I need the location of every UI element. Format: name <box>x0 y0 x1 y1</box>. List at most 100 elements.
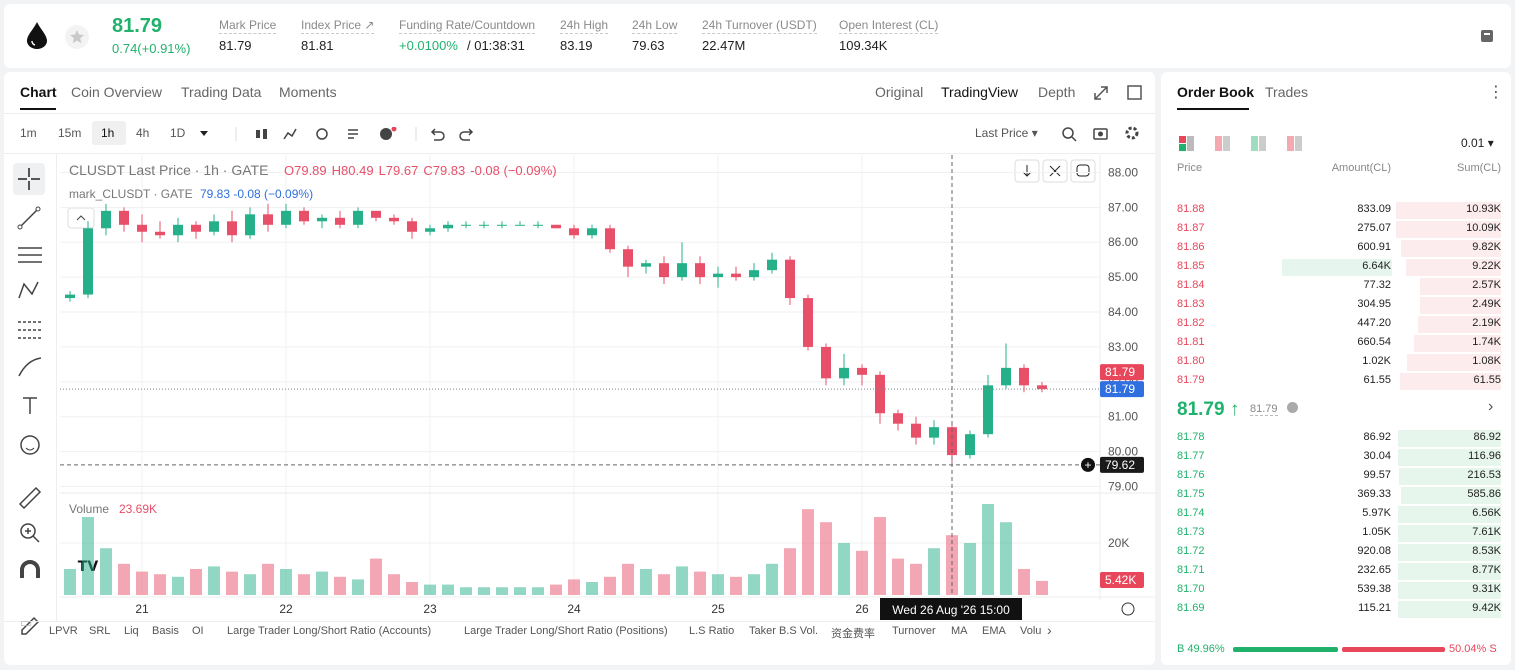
interval[interactable]: 4h <box>136 126 150 140</box>
view-tab[interactable]: TradingView <box>941 84 1019 100</box>
favorite-star[interactable] <box>64 24 90 50</box>
y-tick-label: 86.00 <box>1108 235 1138 249</box>
chart-toolbar[interactable] <box>196 127 476 141</box>
chart-actions[interactable] <box>1060 125 1144 143</box>
volume-bar <box>730 576 742 595</box>
indicator: SRL <box>89 625 111 637</box>
stat-label: Funding Rate/Countdown <box>399 18 536 34</box>
volume-bar <box>388 574 400 595</box>
info-icon[interactable] <box>1478 27 1498 45</box>
book-expand[interactable]: › <box>1488 398 1494 415</box>
candle-body <box>1019 367 1029 386</box>
volume-bar <box>1000 522 1012 595</box>
collapse-button[interactable] <box>67 207 95 229</box>
depth-bar <box>1420 297 1501 314</box>
book-price: 81.82 <box>1177 317 1205 329</box>
depth-bar <box>1399 468 1501 485</box>
ticker-header <box>4 4 1511 68</box>
price-change: 0.74(+0.91%) <box>112 41 191 56</box>
crosshair-date-box <box>880 598 1022 620</box>
volume-bar <box>298 574 310 595</box>
price-type-label: Last Price <box>975 126 1029 140</box>
price-tag-label: 79.62 <box>1105 458 1135 472</box>
book-amount: 920.08 <box>1357 545 1391 557</box>
volume-bar <box>478 587 490 595</box>
depth-bar <box>1418 316 1501 333</box>
ohlc-value: H80.49 <box>332 163 374 178</box>
candle-body <box>821 346 831 379</box>
price-type[interactable]: Last Price ▾ <box>975 126 1038 140</box>
volume-bar <box>352 579 364 595</box>
candle-body <box>443 224 453 229</box>
candle-body <box>695 263 705 278</box>
volume-bar <box>532 587 544 595</box>
book-amount: 275.07 <box>1357 222 1391 234</box>
book-amount: 660.54 <box>1357 336 1391 348</box>
book-amount: 5.97K <box>1362 507 1391 519</box>
book-layout-toggles[interactable] <box>1177 134 1307 152</box>
depth-bar <box>1398 544 1501 561</box>
view-tab[interactable]: Depth <box>1038 84 1076 100</box>
book-price: 81.88 <box>1177 203 1205 215</box>
candle-body <box>155 231 165 236</box>
volume-bar <box>964 543 976 595</box>
y-tick-label: 87.00 <box>1108 200 1138 214</box>
view-tab[interactable]: Original <box>875 84 924 100</box>
mark-icon <box>1287 402 1298 413</box>
coin-icon <box>27 22 47 49</box>
candle-body <box>173 224 183 236</box>
stat-value: 79.63 <box>632 38 665 53</box>
book-price: 81.87 <box>1177 222 1205 234</box>
stat-value: 109.34K <box>839 38 888 53</box>
stat-label: 24h Turnover (USDT) <box>702 18 817 34</box>
volume-bar <box>874 517 886 595</box>
volume-bar <box>1036 580 1048 595</box>
candle-body <box>497 224 507 226</box>
interval[interactable]: 1D <box>170 126 186 140</box>
depth-bar <box>1406 259 1501 276</box>
volume-bar <box>100 548 112 595</box>
candle-body <box>551 224 561 229</box>
book-tab[interactable]: Order Book <box>1177 84 1255 100</box>
precision-select[interactable]: 0.01 ▾ <box>1461 136 1494 150</box>
volume-bar <box>226 571 238 595</box>
book-price: 81.86 <box>1177 241 1205 253</box>
volume-bar <box>1018 569 1030 595</box>
candle-body <box>641 263 651 267</box>
crosshair-date: Wed 26 Aug '26 15:00 <box>892 603 1010 617</box>
book-price: 81.77 <box>1177 450 1205 462</box>
book-price: 81.85 <box>1177 260 1205 272</box>
more-icon[interactable]: ⋮ <box>1488 84 1504 101</box>
chart-tab[interactable]: Moments <box>279 84 337 100</box>
book-sum: 8.77K <box>1472 564 1501 576</box>
interval[interactable]: 15m <box>58 126 82 140</box>
chart-tab[interactable]: Trading Data <box>181 84 262 100</box>
chart-buttons[interactable] <box>1014 159 1096 183</box>
book-price: 81.83 <box>1177 298 1205 310</box>
book-price: 81.78 <box>1177 431 1205 443</box>
indicator: LPVR <box>49 625 78 637</box>
book-sum: 2.49K <box>1472 298 1501 310</box>
book-tab[interactable]: Trades <box>1265 84 1309 100</box>
chart-tab[interactable]: Coin Overview <box>71 84 163 100</box>
y-tick-label: 83.00 <box>1108 340 1138 354</box>
settings-icon[interactable] <box>1121 602 1135 616</box>
volume-bar <box>514 587 526 595</box>
candle-body <box>101 210 111 229</box>
interval[interactable]: 1m <box>20 126 37 140</box>
drawing-tools[interactable] <box>10 160 52 640</box>
y-tick-label: 84.00 <box>1108 305 1138 319</box>
scroll-arrow[interactable]: › <box>1047 622 1052 638</box>
candle-body <box>965 434 975 456</box>
candle-body <box>353 210 363 225</box>
book-amount: 600.91 <box>1357 241 1391 253</box>
depth-bar <box>1398 430 1501 447</box>
book-price: 81.84 <box>1177 279 1205 291</box>
book-sum: 10.09K <box>1466 222 1501 234</box>
chart-tab[interactable]: Chart <box>20 84 57 100</box>
panel-icons[interactable] <box>1092 84 1144 102</box>
ohlc-value: C79.83 <box>423 163 465 178</box>
interval[interactable]: 1h <box>101 126 115 140</box>
sell-ratio: 50.04% S <box>1449 643 1497 655</box>
book-price: 81.69 <box>1177 602 1205 614</box>
